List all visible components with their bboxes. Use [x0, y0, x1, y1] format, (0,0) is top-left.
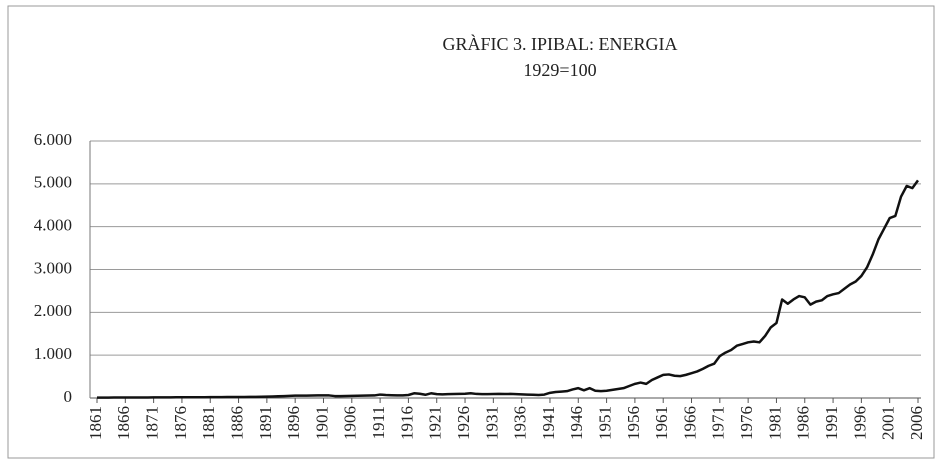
x-tick-label: 1976	[737, 406, 756, 440]
y-tick-label: 6.000	[34, 130, 72, 149]
x-tick-label: 1886	[227, 406, 246, 440]
x-tick-label: 1871	[143, 406, 162, 440]
y-tick-label: 5.000	[34, 173, 72, 192]
x-tick-label: 1971	[709, 406, 728, 440]
x-tick-label: 1931	[482, 406, 501, 440]
data-line	[97, 179, 920, 399]
x-tick-label: 1996	[850, 406, 869, 440]
x-tick-label: 1901	[312, 406, 331, 440]
x-tick-label: 1866	[114, 406, 133, 440]
x-tick-label: 1906	[341, 406, 360, 440]
chart-title: GRÀFIC 3. IPIBAL: ENERGIA	[442, 33, 677, 54]
x-tick-label: 1896	[284, 406, 303, 440]
x-tick-label: 1951	[595, 406, 614, 440]
x-tick-label: 1926	[454, 406, 473, 440]
x-tick-label: 1946	[567, 406, 586, 440]
chart-frame	[7, 5, 935, 459]
x-tick-label: 1891	[256, 406, 275, 440]
x-tick-label: 2006	[907, 406, 926, 440]
x-tick-label: 1991	[822, 406, 841, 440]
x-tick-label: 1921	[426, 406, 445, 440]
x-tick-label: 1876	[171, 406, 190, 440]
chart-subtitle: 1929=100	[523, 60, 596, 80]
x-tick-label: 1936	[511, 406, 530, 440]
x-tick-label: 2001	[879, 406, 898, 440]
y-tick-label: 0	[64, 387, 73, 406]
x-tick-label: 1916	[397, 406, 416, 440]
x-tick-label: 1966	[680, 406, 699, 440]
x-tick-label: 1956	[624, 406, 643, 440]
y-tick-label: 3.000	[34, 258, 72, 277]
x-tick-label: 1986	[794, 406, 813, 440]
x-tick-label: 1961	[652, 406, 671, 440]
x-tick-label: 1881	[199, 406, 218, 440]
x-tick-label: 1861	[86, 406, 105, 440]
x-tick-label: 1911	[369, 406, 388, 439]
y-tick-label: 4.000	[34, 216, 72, 235]
x-tick-label: 1981	[765, 406, 784, 440]
x-tick-label: 1941	[539, 406, 558, 440]
y-tick-label: 2.000	[34, 301, 72, 320]
y-tick-label: 1.000	[34, 344, 72, 363]
